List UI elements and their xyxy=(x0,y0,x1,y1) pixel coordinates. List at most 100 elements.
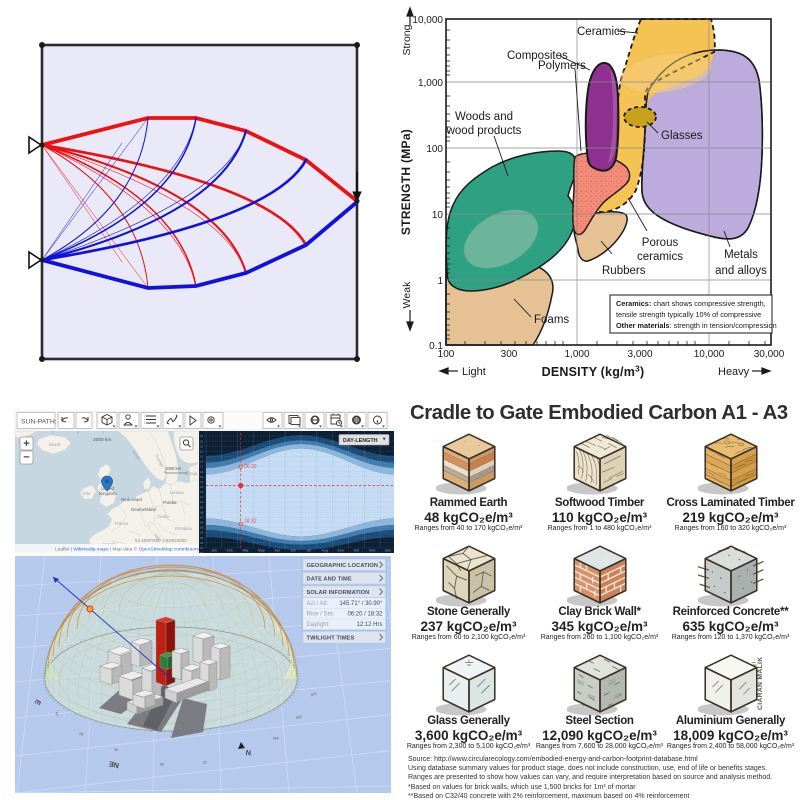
svg-text:Polska: Polska xyxy=(163,500,177,505)
svg-text:15: 15 xyxy=(200,475,204,479)
svg-text:Polymers: Polymers xyxy=(538,60,586,72)
svg-text:22: 22 xyxy=(200,439,204,443)
svg-text:10,000: 10,000 xyxy=(694,349,725,360)
svg-text:Ceramics: Ceramics xyxy=(577,26,626,38)
svg-text:Kingdom: Kingdom xyxy=(99,491,117,496)
svg-text:03: 03 xyxy=(200,536,204,540)
svg-text:17: 17 xyxy=(200,465,204,469)
svg-text:Lietuva: Lietuva xyxy=(170,490,184,495)
svg-text:Sverige: Sverige xyxy=(154,453,165,468)
svg-text:05: 05 xyxy=(200,526,204,530)
svg-text:11: 11 xyxy=(200,495,203,499)
svg-text:345: 345 xyxy=(273,736,279,740)
svg-text:NE: NE xyxy=(108,759,120,770)
svg-text:ceramics: ceramics xyxy=(637,251,683,263)
svg-text:12: 12 xyxy=(200,490,204,494)
svg-text:0.1: 0.1 xyxy=(429,341,443,352)
svg-text:Ísland: Ísland xyxy=(49,442,61,447)
svg-text:16: 16 xyxy=(200,470,204,474)
svg-text:10: 10 xyxy=(432,210,444,221)
svg-text:13: 13 xyxy=(200,485,204,489)
svg-text:10: 10 xyxy=(200,500,204,504)
svg-text:54.16/97000 -3.52/624000: 54.16/97000 -3.52/624000 xyxy=(135,538,187,543)
svg-text:E: E xyxy=(33,698,43,707)
svg-text:315: 315 xyxy=(310,691,317,697)
svg-text:100: 100 xyxy=(426,144,443,155)
svg-text:08: 08 xyxy=(200,510,204,514)
svg-text:1,000: 1,000 xyxy=(564,349,589,360)
svg-text:TWILIGHT TIMES: TWILIGHT TIMES xyxy=(307,636,355,642)
svg-text:100: 100 xyxy=(438,349,455,360)
svg-text:Dec: Dec xyxy=(385,549,392,553)
svg-text:tensile strength typically 10%: tensile strength typically 10% of compre… xyxy=(616,310,761,319)
svg-text:18:32: 18:32 xyxy=(244,519,257,525)
svg-text:Jun: Jun xyxy=(290,549,296,553)
svg-text:Porous: Porous xyxy=(642,237,679,249)
svg-text:15: 15 xyxy=(203,760,207,764)
svg-text:Composites: Composites xyxy=(507,50,568,62)
svg-text:Apr: Apr xyxy=(274,549,280,553)
svg-text:Jan: Jan xyxy=(211,549,217,553)
svg-text:09: 09 xyxy=(200,505,204,509)
svg-text:21: 21 xyxy=(200,444,204,448)
svg-text:România: România xyxy=(175,526,192,531)
svg-text:2000 km: 2000 km xyxy=(165,466,182,471)
svg-text:Light: Light xyxy=(462,366,486,378)
svg-text:Foams: Foams xyxy=(534,314,569,326)
svg-text:Česko: Česko xyxy=(157,514,170,519)
svg-text:30: 30 xyxy=(160,762,165,767)
svg-text:06:20: 06:20 xyxy=(244,464,257,470)
svg-text:06: 06 xyxy=(200,521,204,525)
svg-text:04: 04 xyxy=(200,531,204,535)
svg-text:1,000: 1,000 xyxy=(418,78,443,89)
svg-text:Woods and: Woods and xyxy=(455,111,513,123)
svg-text:2000 km: 2000 km xyxy=(93,437,111,443)
svg-text:Other materials: strength in t: Other materials: strength in tension/com… xyxy=(616,321,777,330)
svg-text:and alloys: and alloys xyxy=(715,265,767,277)
svg-text:12:12 Hrs: 12:12 Hrs xyxy=(356,622,382,628)
svg-text:Feb: Feb xyxy=(227,549,233,553)
svg-text:Mar: Mar xyxy=(242,549,249,553)
svg-text:45: 45 xyxy=(114,747,119,752)
svg-text:DAY-LENGTH: DAY-LENGTH xyxy=(343,438,378,444)
svg-text:SUN-PATH:: SUN-PATH: xyxy=(21,419,57,426)
svg-text:01: 01 xyxy=(200,546,204,550)
svg-text:wood products: wood products xyxy=(446,125,522,137)
svg-text:1: 1 xyxy=(437,276,443,287)
svg-text:Strong: Strong xyxy=(401,24,413,55)
svg-text:Oct: Oct xyxy=(354,549,360,553)
svg-text:Italia: Italia xyxy=(153,532,163,543)
svg-text:STRENGTH (MPa): STRENGTH (MPa) xyxy=(400,129,413,235)
svg-text:Daylight:: Daylight: xyxy=(307,622,331,628)
svg-text:19: 19 xyxy=(200,455,204,459)
svg-text:30,000: 30,000 xyxy=(754,349,785,360)
svg-text:Leaflet | Wikimedia maps | Map: Leaflet | Wikimedia maps | Map data © Op… xyxy=(55,546,200,553)
svg-text:Rise / Set:: Rise / Set: xyxy=(307,612,335,618)
svg-text:Nederland: Nederland xyxy=(121,497,142,502)
svg-text:Latvija: Latvija xyxy=(185,471,198,476)
svg-text:Norge: Norge xyxy=(131,449,142,462)
svg-text:Jul: Jul xyxy=(307,549,312,553)
svg-text:France: France xyxy=(115,521,129,526)
svg-text:60: 60 xyxy=(79,731,84,736)
svg-text:75: 75 xyxy=(55,711,61,717)
svg-text:10,000: 10,000 xyxy=(412,15,443,26)
svg-text:07: 07 xyxy=(200,516,204,520)
svg-text:Rubbers: Rubbers xyxy=(602,265,646,277)
svg-text:May: May xyxy=(258,549,265,553)
svg-text:Glasses: Glasses xyxy=(661,130,703,142)
svg-text:−: − xyxy=(23,452,29,464)
svg-text:300: 300 xyxy=(501,349,518,360)
svg-text:18: 18 xyxy=(200,460,204,464)
svg-text:Heavy: Heavy xyxy=(718,366,750,378)
svg-text:14: 14 xyxy=(200,480,204,484)
svg-text:3,000: 3,000 xyxy=(627,349,652,360)
svg-text:Deutschland: Deutschland xyxy=(131,507,157,512)
svg-text:06:20 / 18:32: 06:20 / 18:32 xyxy=(347,612,383,618)
svg-text:00: 00 xyxy=(200,551,204,555)
svg-text:Aug: Aug xyxy=(321,549,327,553)
svg-text:Nov: Nov xyxy=(369,549,376,553)
svg-text:145.71° / 30.90°: 145.71° / 30.90° xyxy=(339,601,383,607)
svg-text:DENSITY (kg/m3): DENSITY (kg/m3) xyxy=(542,364,645,380)
svg-text:02: 02 xyxy=(200,541,204,545)
